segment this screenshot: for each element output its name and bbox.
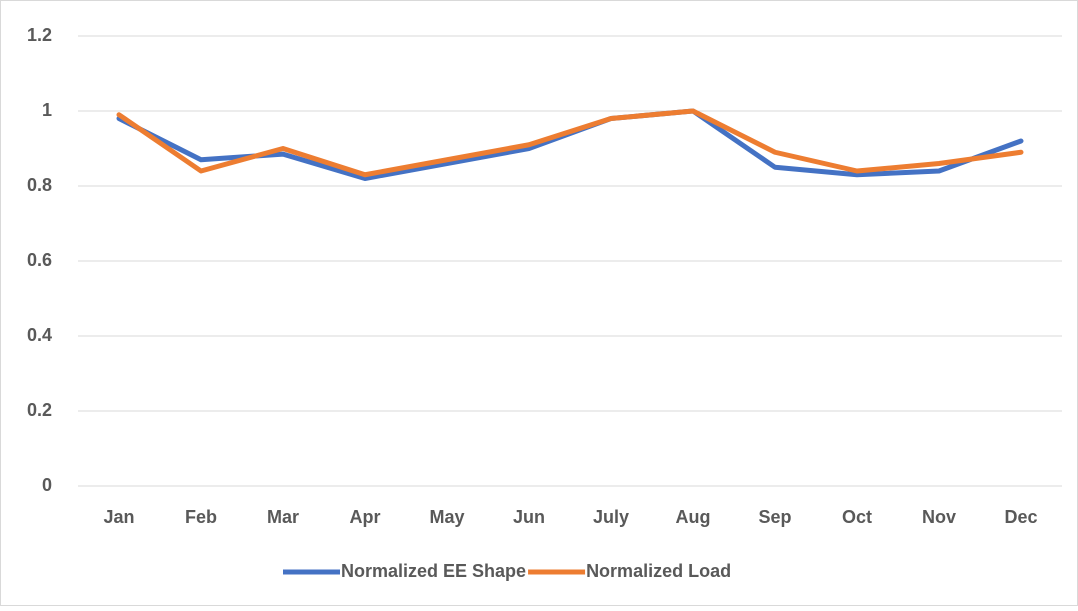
y-tick-label: 0.8 [27,175,52,195]
x-tick-label: Jun [513,507,545,527]
x-tick-label: Mar [267,507,299,527]
legend-label: Normalized Load [586,561,731,581]
x-tick-label: Feb [185,507,217,527]
x-tick-label: Nov [922,507,956,527]
line-series [116,108,1024,178]
x-tick-label: May [429,507,464,527]
y-tick-label: 0.2 [27,400,52,420]
y-tick-label: 1.2 [27,25,52,45]
y-tick-label: 1 [42,100,52,120]
y-tick-label: 0 [42,475,52,495]
x-tick-label: Dec [1004,507,1037,527]
x-tick-label: Oct [842,507,872,527]
x-tick-label: July [593,507,629,527]
x-tick-label: Apr [350,507,381,527]
legend-label: Normalized EE Shape [341,561,526,581]
y-tick-label: 0.6 [27,250,52,270]
x-tick-label: Sep [758,507,791,527]
x-tick-label: Jan [103,507,134,527]
x-tick-label: Aug [676,507,711,527]
y-tick-label: 0.4 [27,325,52,345]
